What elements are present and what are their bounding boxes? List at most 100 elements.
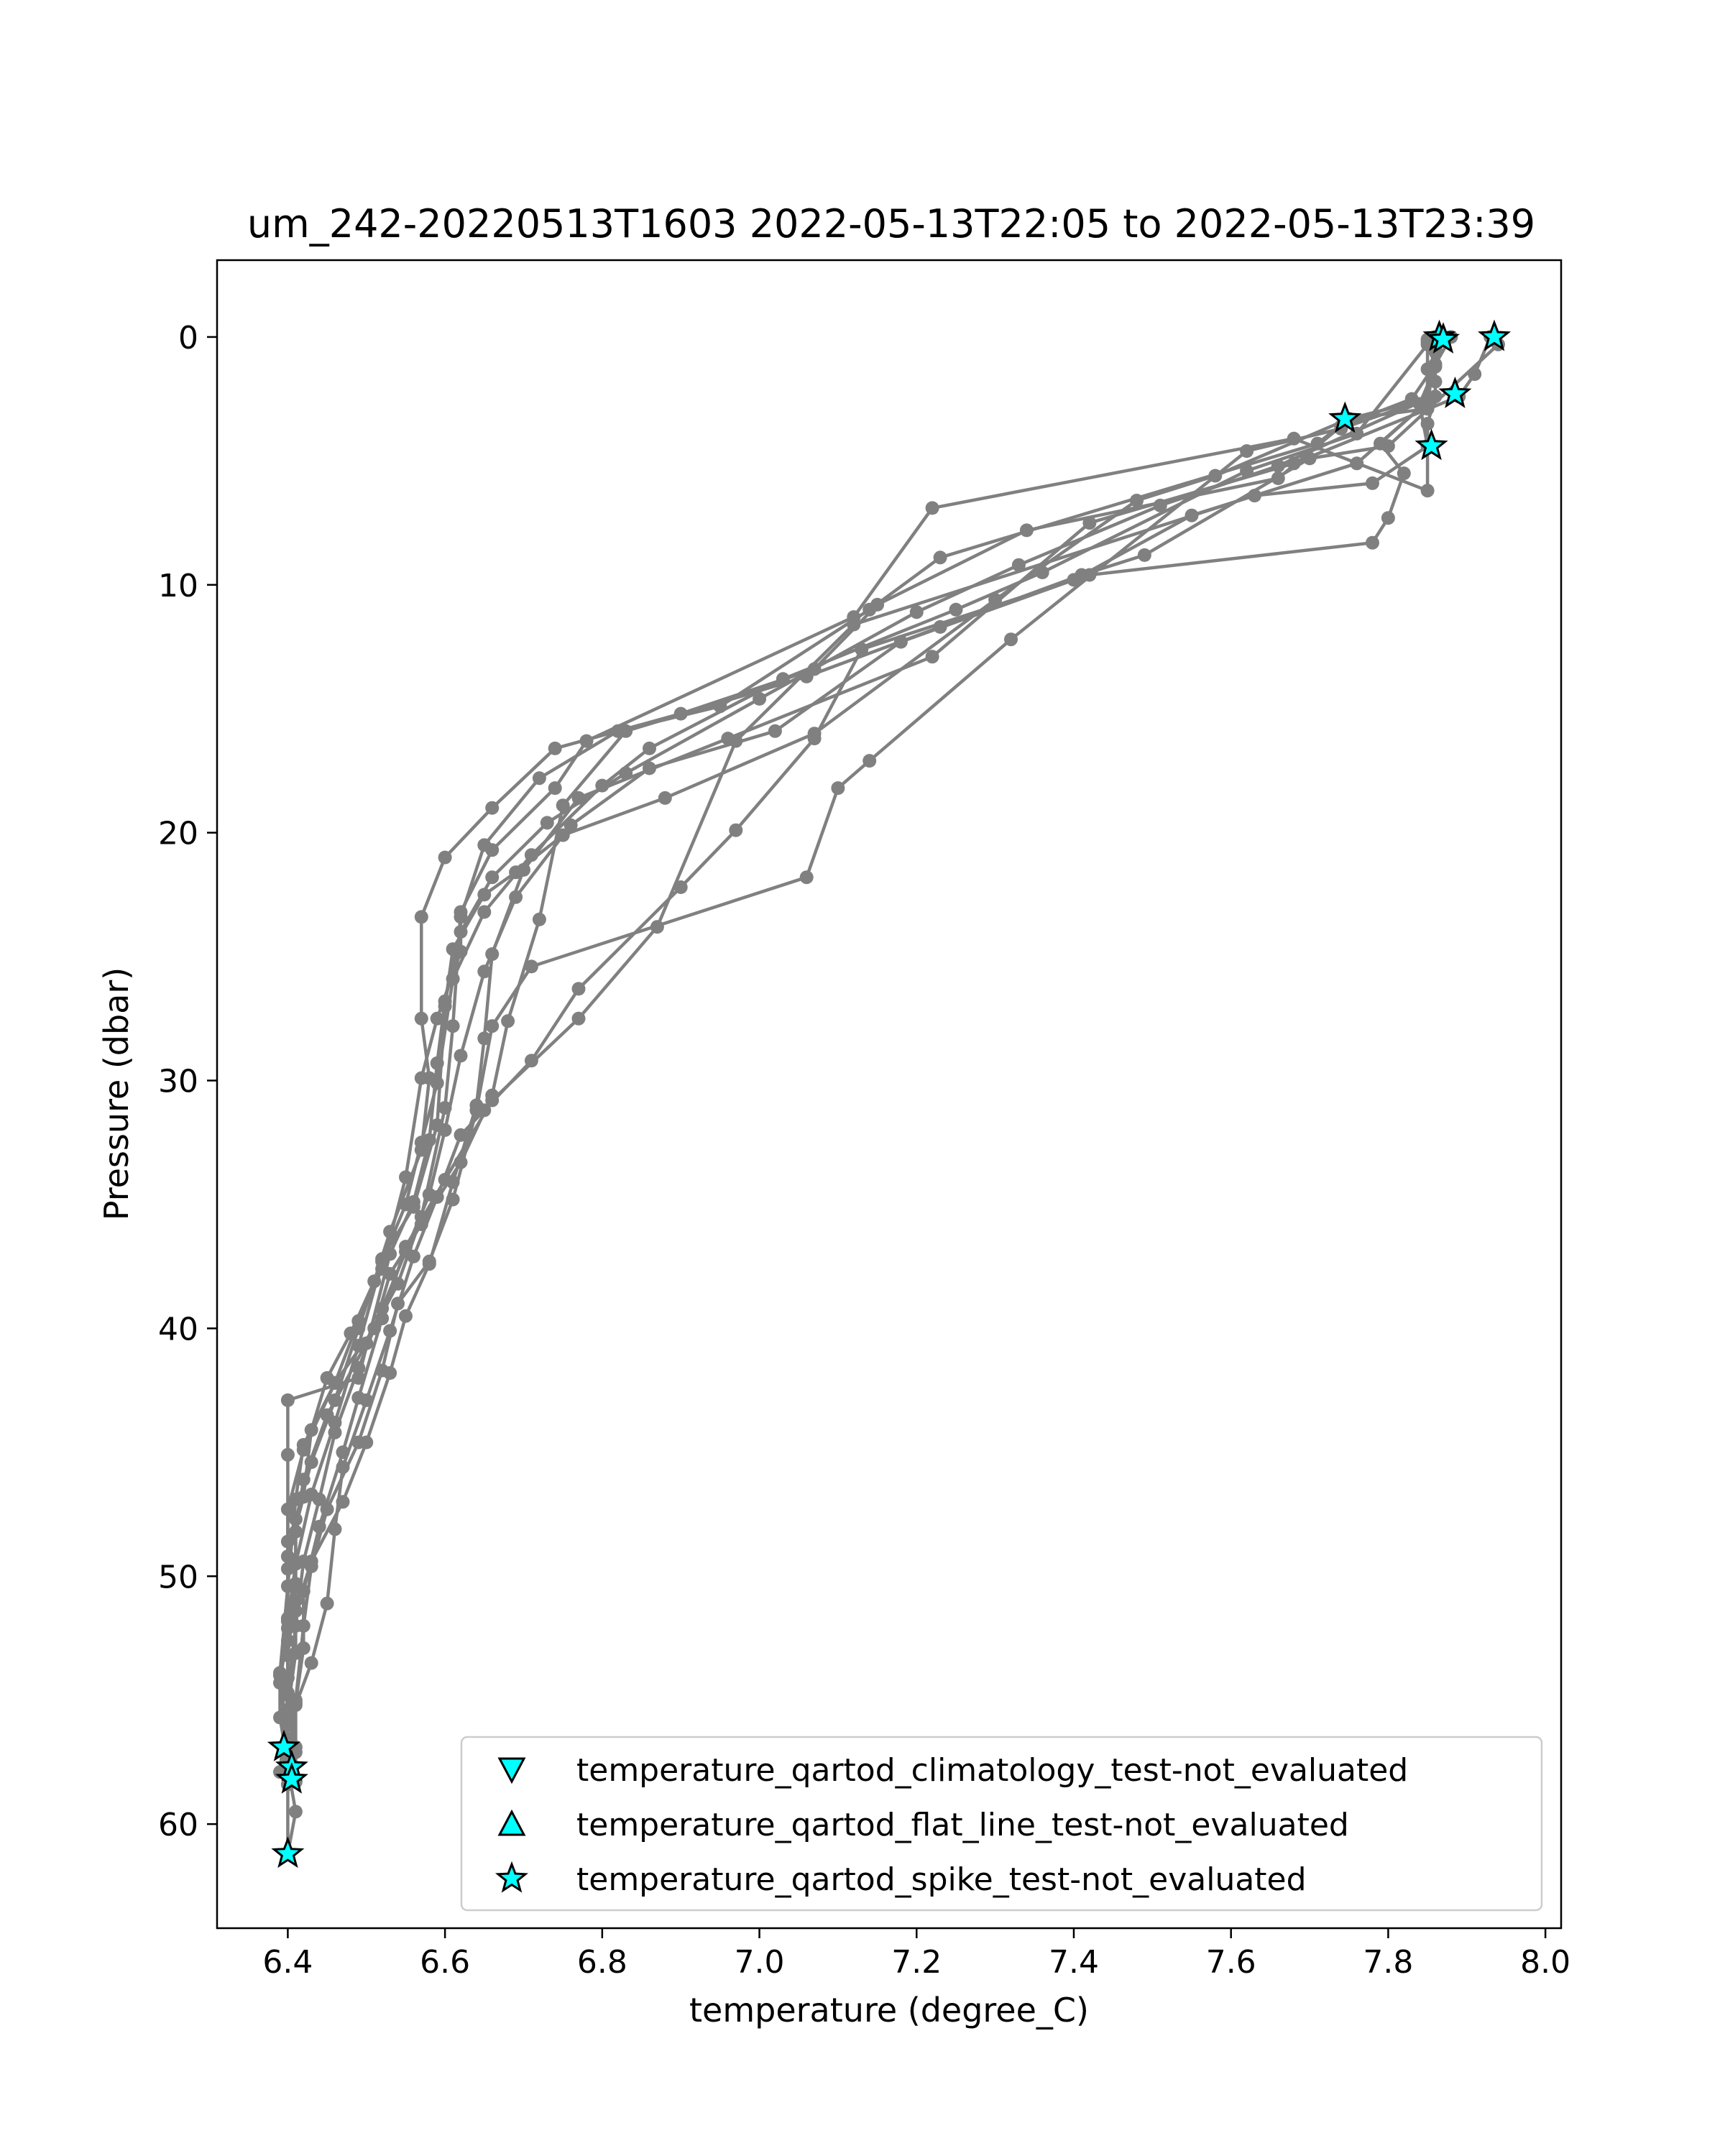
profile-point	[485, 1019, 500, 1033]
y-tick-label: 40	[158, 1311, 198, 1348]
profile-point	[933, 550, 947, 565]
triangle-up-icon	[497, 1809, 526, 1836]
spike-flag-marker	[1426, 322, 1460, 354]
profile-point	[328, 1393, 342, 1407]
profile-point	[422, 1187, 436, 1202]
profile-point	[438, 1123, 452, 1137]
profile-point	[296, 1554, 310, 1569]
profile-point	[949, 602, 963, 617]
profile-point	[399, 1245, 413, 1258]
x-tick-label: 7.2	[891, 1944, 942, 1981]
profile-series	[280, 337, 1435, 1757]
profile-point	[414, 910, 428, 924]
chart-title: um_242-20220513T1603 2022-05-13T22:05 to…	[247, 201, 1535, 247]
profile-point	[328, 1425, 342, 1439]
profile-point	[1067, 573, 1081, 587]
y-tick-label: 50	[158, 1559, 198, 1595]
spike-flag-marker	[267, 1729, 301, 1761]
profile-point	[643, 741, 656, 755]
profile-point	[799, 870, 814, 885]
profile-point	[509, 890, 523, 904]
profile-point	[532, 912, 546, 926]
profile-point	[351, 1361, 366, 1376]
y-tick-label: 60	[158, 1807, 198, 1843]
flag-markers	[267, 319, 1512, 1869]
y-axis-label: Pressure (dbar)	[97, 967, 136, 1220]
x-tick-label: 6.8	[577, 1944, 627, 1981]
profile-point	[446, 1019, 460, 1033]
x-tick-label: 8.0	[1520, 1944, 1570, 1981]
profile-point	[351, 1435, 366, 1450]
spike-flag-marker	[1438, 376, 1472, 408]
legend-entry: temperature_qartod_flat_line_test-not_ev…	[497, 1807, 1349, 1843]
profile-point	[430, 1011, 444, 1026]
profile-point	[296, 1641, 310, 1655]
profile-series	[280, 332, 1443, 1784]
profile-point	[422, 1254, 436, 1268]
profile-point	[280, 1447, 295, 1462]
spike-flag-marker	[271, 1836, 305, 1869]
profile-point	[477, 964, 492, 979]
profile-point	[847, 617, 861, 632]
x-tick-label: 6.4	[262, 1944, 313, 1981]
profile-point	[446, 1192, 460, 1207]
profile-point	[643, 761, 656, 775]
profile-point	[1082, 516, 1097, 530]
profile-line	[278, 336, 1453, 1746]
profile-point	[870, 597, 885, 612]
profile-point	[1208, 469, 1223, 483]
profile-point	[1019, 523, 1034, 538]
profile-lines	[273, 330, 1505, 1861]
profile-line	[286, 349, 1438, 1854]
profile-point	[280, 1534, 295, 1549]
y-tick-label: 0	[178, 320, 198, 356]
profile-point	[548, 781, 562, 796]
profile-point	[399, 1309, 413, 1323]
profile-point	[485, 870, 500, 885]
profile-point	[454, 1049, 468, 1063]
profile-point	[768, 724, 782, 738]
profile-point	[414, 1011, 428, 1026]
profile-point	[548, 741, 562, 755]
profile-point	[831, 781, 845, 796]
profile-point	[375, 1302, 390, 1316]
profile-point	[1366, 476, 1379, 490]
profile-point	[454, 925, 468, 939]
profile-point	[328, 1522, 342, 1537]
profile-point	[477, 905, 492, 919]
profile-line	[286, 336, 1492, 1775]
profile-point	[280, 1393, 295, 1407]
profile-point	[1381, 511, 1395, 525]
y-tick-label: 10	[158, 568, 198, 604]
x-axis-label: temperature (degree_C)	[689, 1991, 1089, 2030]
profile-point	[485, 801, 500, 815]
profile-point	[925, 501, 939, 515]
profile-point	[1130, 494, 1144, 507]
profile-point	[532, 771, 546, 786]
profile-line	[286, 343, 1429, 1750]
x-tick-label: 7.4	[1049, 1944, 1099, 1981]
profile-point	[1240, 444, 1254, 459]
spike-flag-marker	[1477, 319, 1512, 351]
legend-entry: temperature_qartod_climatology_test-not_…	[497, 1752, 1408, 1789]
x-tick-label: 6.6	[420, 1944, 470, 1981]
profile-point	[925, 650, 939, 664]
y-axis: 0 10 20 30 40 50 60	[158, 320, 217, 1843]
profile-point	[524, 1054, 538, 1068]
profile-point	[729, 823, 743, 837]
profile-point	[1366, 535, 1379, 550]
profile-point	[571, 1011, 586, 1026]
profile-point	[320, 1596, 334, 1611]
profile-point	[336, 1445, 350, 1460]
profile-point	[454, 1128, 468, 1142]
legend: temperature_qartod_climatology_test-not_…	[460, 1736, 1543, 1912]
profile-point	[454, 910, 468, 924]
profile-point	[438, 994, 452, 1008]
profile-point	[351, 1391, 366, 1405]
profile-point	[564, 818, 578, 832]
profile-point	[288, 1805, 303, 1819]
x-tick-label: 7.6	[1206, 1944, 1256, 1981]
profile-point	[375, 1363, 390, 1378]
profile-point	[893, 635, 908, 649]
